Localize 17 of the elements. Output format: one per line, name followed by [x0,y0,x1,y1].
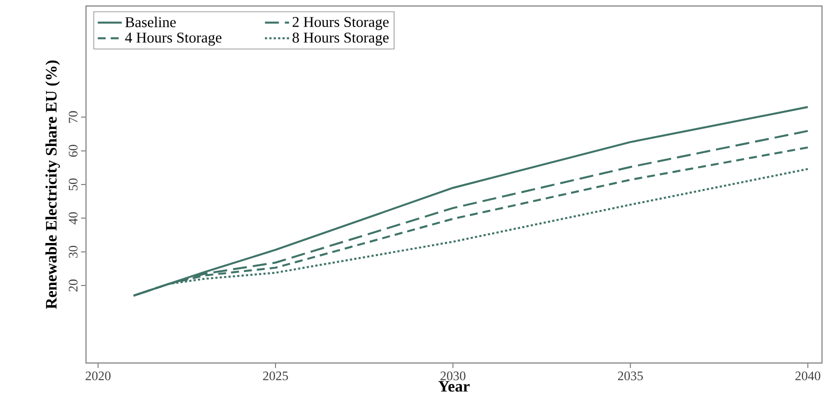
x-tick-label: 2020 [86,372,111,380]
legend-label: 2 Hours Storage [292,16,389,30]
y-tick-label: 20 [68,280,78,292]
x-axis-title: Year [438,381,470,392]
x-tick-label: 2035 [618,372,643,380]
legend-label: 8 Hours Storage [292,32,389,46]
x-tick-label: 2030 [440,372,466,380]
y-tick-label: 40 [68,212,78,224]
x-tick-label: 2040 [795,372,820,380]
y-tick-label: 70 [68,111,78,123]
legend-label: 4 Hours Storage [125,32,222,46]
y-tick-label: 60 [68,144,78,157]
y-axis-title: Renewable Electricity Share EU (%) [45,60,60,309]
y-tick-label: 50 [68,178,78,190]
y-tick-label: 30 [68,246,78,258]
x-tick-label: 2025 [263,372,288,380]
legend-label: Baseline [125,16,176,28]
